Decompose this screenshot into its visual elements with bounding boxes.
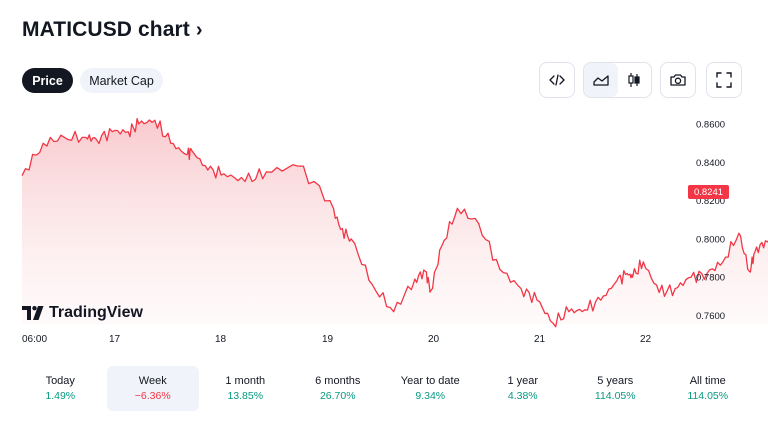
x-tick-label: 06:00 xyxy=(22,334,48,345)
chart-style-switcher xyxy=(583,62,652,98)
period-selector: Today 1.49% Week −6.36% 1 month 13.85% 6… xyxy=(14,366,754,411)
screenshot-button[interactable] xyxy=(660,62,696,98)
area-chart-icon xyxy=(593,75,609,86)
period-label: 6 months xyxy=(315,375,361,387)
y-tick-label: 0.8400 xyxy=(696,158,725,169)
fullscreen-button[interactable] xyxy=(706,62,742,98)
x-tick-label: 20 xyxy=(428,334,440,345)
y-tick-label: 0.8000 xyxy=(696,234,725,245)
y-tick-label: 0.7800 xyxy=(696,273,725,284)
period-change: −6.36% xyxy=(134,390,171,402)
period-today[interactable]: Today 1.49% xyxy=(14,366,107,411)
period-label: 1 year xyxy=(507,375,539,387)
period-change: 114.05% xyxy=(594,390,636,402)
fullscreen-icon xyxy=(716,72,732,88)
period-all-time[interactable]: All time 114.05% xyxy=(662,366,755,411)
period-change: 26.70% xyxy=(319,390,356,402)
period-year-to-date[interactable]: Year to date 9.34% xyxy=(384,366,477,411)
price-area-fill xyxy=(22,118,768,327)
y-tick-label: 0.8600 xyxy=(696,120,725,131)
period-label: Today xyxy=(45,375,75,387)
period-change: 4.38% xyxy=(507,390,538,402)
price-line xyxy=(21,117,768,328)
period-change: 9.34% xyxy=(415,390,446,402)
period-week[interactable]: Week −6.36% xyxy=(106,366,199,411)
period-change: 1.49% xyxy=(45,390,76,402)
period-label: 5 years xyxy=(597,375,634,387)
tab-market-cap[interactable]: Market Cap xyxy=(80,68,163,93)
period-label: Week xyxy=(138,375,167,387)
x-tick-label: 22 xyxy=(640,334,652,345)
area-style-button[interactable] xyxy=(584,63,618,97)
tradingview-logo-icon xyxy=(22,306,44,320)
price-chart[interactable]: 0.8600 0.8400 0.8200 0.8000 0.7800 0.7600 xyxy=(0,105,768,333)
period-5-years[interactable]: 5 years 114.05% xyxy=(569,366,662,411)
camera-icon xyxy=(670,74,686,86)
embed-code-button[interactable] xyxy=(539,62,575,98)
period-label: All time xyxy=(689,375,726,387)
tab-price[interactable]: Price xyxy=(22,68,73,93)
x-tick-label: 17 xyxy=(109,334,121,345)
period-6-months[interactable]: 6 months 26.70% xyxy=(292,366,385,411)
chart-title[interactable]: MATICUSD chart › xyxy=(22,18,203,42)
period-change: 13.85% xyxy=(227,390,264,402)
embed-code-icon xyxy=(549,74,565,86)
page-title: MATICUSD chart xyxy=(22,18,190,41)
period-label: 1 month xyxy=(225,375,266,387)
y-tick-label: 0.7600 xyxy=(696,311,725,322)
x-tick-label: 19 xyxy=(322,334,334,345)
period-1-year[interactable]: 1 year 4.38% xyxy=(477,366,570,411)
candlestick-icon xyxy=(628,73,640,87)
y-tick-label: 0.8200 xyxy=(696,196,725,207)
x-tick-label: 21 xyxy=(534,334,546,345)
x-tick-label: 18 xyxy=(215,334,227,345)
period-change: 114.05% xyxy=(687,390,729,402)
candles-style-button[interactable] xyxy=(618,63,652,97)
last-price-badge: 0.8241 xyxy=(688,185,729,199)
period-1-month[interactable]: 1 month 13.85% xyxy=(199,366,292,411)
tradingview-wordmark: TradingView xyxy=(49,304,143,321)
period-label: Year to date xyxy=(400,375,460,387)
tradingview-logo[interactable]: TradingView xyxy=(22,304,143,322)
chevron-right-icon: › xyxy=(195,18,203,41)
